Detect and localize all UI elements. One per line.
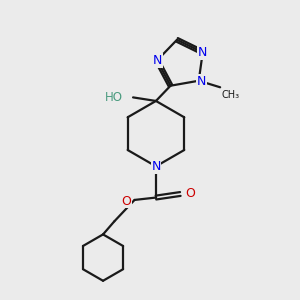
Text: N: N [198,46,207,59]
Text: N: N [151,160,160,173]
Text: N: N [152,54,162,67]
Text: CH₃: CH₃ [222,90,240,100]
Text: O: O [121,195,131,208]
Text: N: N [196,75,206,88]
Text: O: O [185,188,195,200]
Text: HO: HO [105,91,123,104]
